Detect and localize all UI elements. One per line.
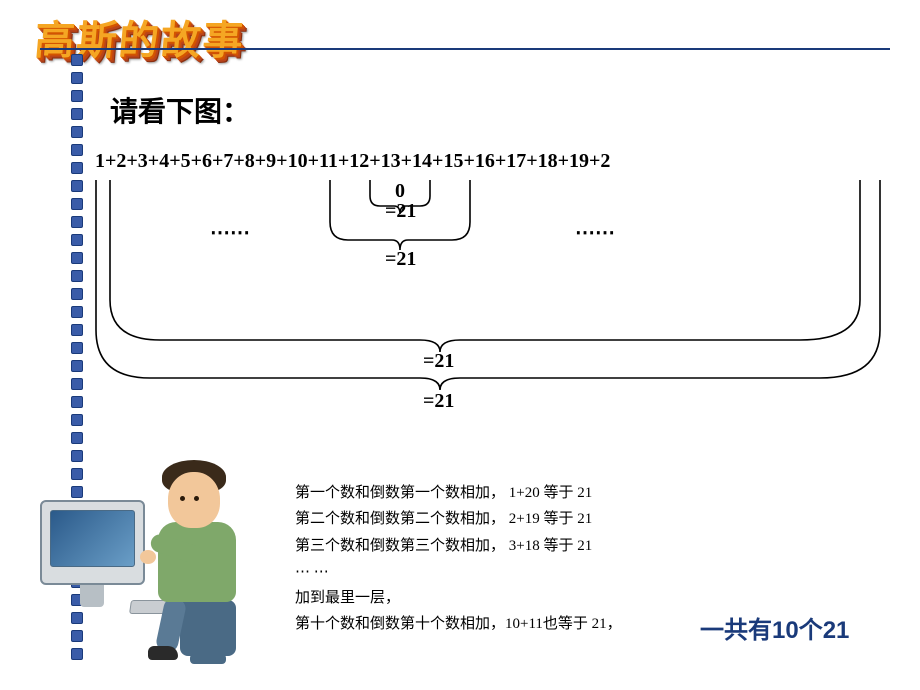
- clipart-person-computer: [40, 430, 270, 680]
- brace-label-2: =21: [385, 248, 416, 271]
- frame-top-rule: [40, 48, 890, 50]
- brace-label-3: =21: [423, 350, 454, 373]
- explain-line: 加到最里一层，: [295, 585, 725, 611]
- explain-line: 第十个数和倒数第十个数相加，10+11也等于 21，: [295, 611, 725, 637]
- explain-line: ⋯ ⋯: [295, 559, 725, 585]
- ellipsis-left: ⋯⋯: [210, 220, 250, 245]
- ellipsis-right: ⋯⋯: [575, 220, 615, 245]
- explain-line: 第三个数和倒数第三个数相加， 3+18 等于 21: [295, 533, 725, 559]
- brace-diagram: [0, 150, 920, 420]
- title-3d: 高斯的故事: [32, 8, 247, 66]
- lead-text: 请看下图：: [110, 90, 250, 130]
- brace-label-1: =21: [385, 200, 416, 223]
- monitor-icon: [40, 500, 145, 585]
- explain-line: 第二个数和倒数第二个数相加， 2+19 等于 21: [295, 506, 725, 532]
- explain-line: 第一个数和倒数第一个数相加， 1+20 等于 21: [295, 480, 725, 506]
- conclusion-text: 一共有10个21: [700, 610, 849, 645]
- brace-label-4: =21: [423, 390, 454, 413]
- explanation-block: 第一个数和倒数第一个数相加， 1+20 等于 21 第二个数和倒数第二个数相加，…: [295, 480, 725, 638]
